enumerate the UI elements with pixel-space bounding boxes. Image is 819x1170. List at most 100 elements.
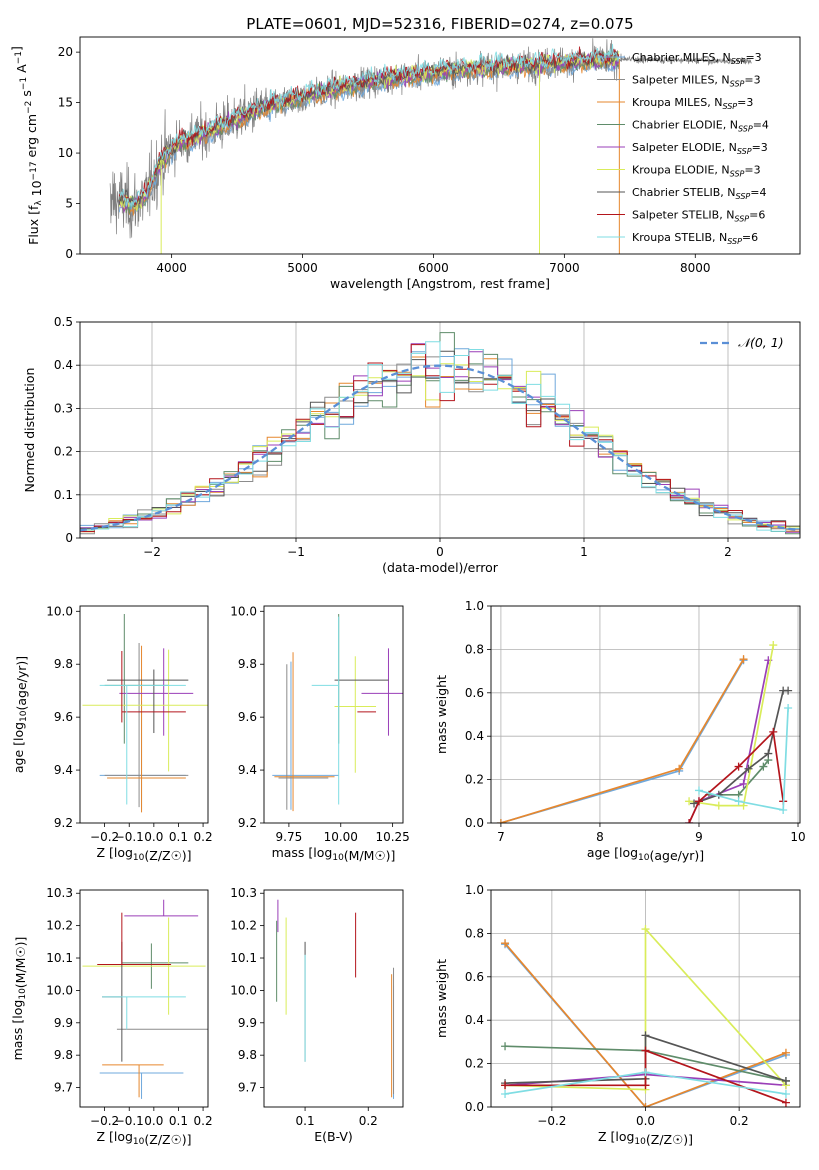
- legend-text: SSP: [736, 192, 751, 201]
- x-axis-label: wavelength [Angstrom, rest frame]: [330, 276, 550, 291]
- y-tick-label: 0.3: [54, 401, 73, 415]
- y-tick-label: 9.9: [54, 1016, 73, 1030]
- axis-label-part: log: [619, 845, 638, 860]
- y-axis-label: mass [log10(M/M☉)]: [10, 937, 28, 1061]
- legend-text: =3: [745, 51, 761, 64]
- axes-frame: [263, 605, 404, 824]
- axis-label-part: s: [19, 90, 34, 101]
- y-tick-label: 9.6: [54, 710, 73, 724]
- y-tick-label: 5: [65, 197, 73, 211]
- legend-text: SSP: [731, 57, 746, 66]
- legend-text: Kroupa ELODIE, N: [632, 164, 730, 177]
- legend-text: =3: [744, 164, 760, 177]
- y-tick-label: 15: [58, 96, 73, 110]
- legend-text: SSP: [730, 170, 745, 179]
- weight-marker: [781, 1089, 790, 1098]
- legend-text: =6: [742, 231, 758, 244]
- weight-marker: [675, 764, 684, 773]
- weight-marker: [781, 1076, 790, 1085]
- legend-label-3: Kroupa MILES, NSSP=3: [632, 96, 753, 111]
- x-tick-label: −1: [287, 545, 305, 559]
- y-tick-label: 9.6: [238, 710, 257, 724]
- legend-text: =3: [744, 74, 760, 87]
- axis-label-part: Z [: [598, 1129, 615, 1144]
- y-tick-label: 9.8: [238, 657, 257, 671]
- legend-label-6: Kroupa ELODIE, NSSP=3: [632, 164, 761, 179]
- x-tick-label: −0.2: [90, 830, 119, 844]
- legend-text: Salpeter ELODIE, N: [632, 141, 737, 154]
- weight-marker: [641, 1081, 650, 1090]
- axes-frame: [490, 889, 801, 1108]
- model-line-kroupa-stelib: [119, 43, 620, 208]
- plot-area: [496, 641, 793, 823]
- axis-label-part: log: [615, 1129, 634, 1144]
- axes-frame: [79, 321, 801, 539]
- y-tick-label: 10: [58, 146, 73, 160]
- weight-marker: [759, 762, 768, 771]
- weight-marker: [744, 764, 753, 773]
- legend-label-4: Chabrier ELODIE, NSSP=4: [632, 119, 769, 134]
- x-tick-label: 9: [695, 830, 703, 844]
- axis-label-part: λ: [34, 200, 44, 206]
- axis-label-part: Flux [f: [26, 205, 41, 245]
- x-tick-label: 5000: [287, 261, 318, 275]
- axis-label-part: (data-model)/error: [382, 560, 499, 575]
- x-tick-label: −2: [143, 545, 161, 559]
- y-axis-label: age [log10(age/yr)]: [11, 656, 29, 773]
- axis-label-part: (Z/Z☉)]: [144, 1132, 191, 1147]
- x-tick-label: 0.1: [169, 1114, 188, 1128]
- legend-text: Salpeter STELIB, N: [632, 209, 734, 222]
- axes-frame: [263, 889, 404, 1108]
- y-tick-label: 0.6: [465, 970, 484, 984]
- y-tick-label: 9.8: [238, 1048, 257, 1062]
- legend-label-5: Salpeter ELODIE, NSSP=3: [632, 141, 768, 156]
- y-tick-label: 0: [65, 531, 73, 545]
- axis-label-part: −2: [24, 101, 34, 114]
- legend-label-2: Salpeter MILES, NSSP=3: [632, 74, 761, 89]
- weight-marker: [769, 727, 778, 736]
- weight-marker: [685, 797, 694, 806]
- x-axis-label: E(B-V): [314, 1129, 353, 1144]
- x-tick-label: 0.0: [144, 1114, 163, 1128]
- axis-label-part: 10: [634, 1137, 646, 1147]
- axis-label-part: A: [14, 64, 29, 77]
- legend-text: SSP: [727, 237, 742, 246]
- weight-line-5: [504, 926, 787, 1091]
- x-tick-label: 10: [790, 830, 805, 844]
- plot-area: [276, 899, 395, 1099]
- x-tick-label: 8000: [680, 261, 711, 275]
- x-tick-label: 8: [596, 830, 604, 844]
- weight-marker: [501, 1089, 510, 1098]
- weight-marker: [714, 801, 723, 810]
- y-tick-label: 0: [65, 247, 73, 261]
- y-tick-label: 0.2: [465, 773, 484, 787]
- legend-text: =3: [752, 141, 768, 154]
- y-tick-label: 10.3: [230, 886, 257, 900]
- y-tick-label: 0.8: [465, 926, 484, 940]
- y-tick-label: 9.2: [238, 816, 257, 830]
- x-tick-label: 6000: [418, 261, 449, 275]
- y-tick-label: 1.0: [465, 599, 484, 613]
- axis-label-part: log: [114, 845, 133, 860]
- weight-marker: [739, 779, 748, 788]
- weight-marker: [769, 641, 778, 650]
- weight-marker: [734, 762, 743, 771]
- weight-marker: [641, 1103, 650, 1107]
- y-tick-label: 0.1: [54, 488, 73, 502]
- weight-marker: [694, 797, 703, 806]
- plot-area: [109, 38, 752, 254]
- axis-label-part: log: [11, 722, 26, 741]
- axis-label-part: log: [114, 1129, 133, 1144]
- axis-label-part: (age/yr)]: [649, 848, 704, 863]
- y-axis-label: Normed distribution: [22, 368, 37, 493]
- weight-line-8: [698, 707, 789, 812]
- y-tick-label: 9.8: [54, 1048, 73, 1062]
- weight-marker: [641, 1046, 650, 1055]
- weight-marker: [501, 1042, 510, 1051]
- weight-marker: [781, 1098, 790, 1107]
- x-tick-label: 4000: [156, 261, 187, 275]
- x-tick-label: 1: [580, 545, 588, 559]
- y-axis-label: mass weight: [434, 959, 449, 1038]
